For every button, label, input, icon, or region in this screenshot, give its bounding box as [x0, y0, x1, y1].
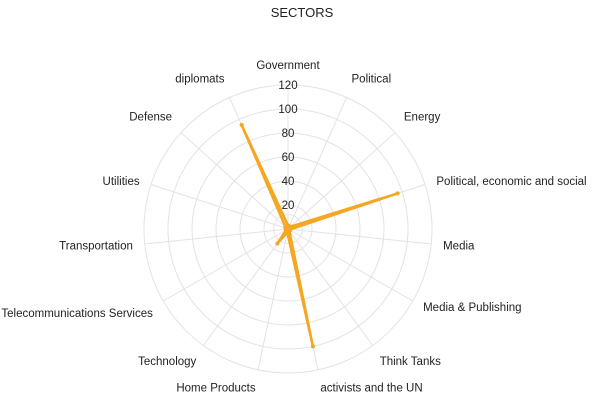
- grid-spoke: [144, 228, 289, 245]
- data-point: [395, 191, 400, 196]
- grid-spoke: [287, 228, 374, 346]
- data-point: [275, 241, 280, 246]
- tick-label: 100: [278, 104, 297, 116]
- tick-label: 40: [282, 176, 295, 188]
- data-point: [310, 344, 315, 349]
- tick-label: 20: [282, 200, 295, 212]
- category-label: Transportation: [59, 240, 133, 252]
- category-label: Political: [352, 74, 392, 86]
- category-label: Media & Publishing: [423, 302, 521, 314]
- category-label: Telecommunications Services: [1, 308, 153, 320]
- grid-spoke: [287, 228, 432, 245]
- grid-spoke: [180, 132, 289, 230]
- category-label: activists and the UN: [320, 383, 422, 395]
- grid-spoke: [287, 228, 413, 302]
- category-label: Home Products: [176, 383, 256, 395]
- chart-title: SECTORS: [270, 5, 334, 20]
- category-label: diplomats: [175, 74, 224, 86]
- grid-spoke: [287, 132, 396, 230]
- category-label: Political, economic and social: [436, 176, 586, 188]
- category-label: Technology: [138, 356, 196, 368]
- tick-label: 120: [278, 80, 297, 92]
- category-label: Energy: [404, 112, 441, 124]
- category-label: Utilities: [103, 176, 140, 188]
- tick-label: 80: [282, 128, 295, 140]
- grid-spoke: [287, 97, 348, 230]
- series-layer: [239, 122, 400, 349]
- category-label: Defense: [129, 112, 172, 124]
- grid-spoke: [150, 184, 289, 230]
- grid-layer: 20 40 60 80 100 120: [143, 80, 433, 374]
- tick-label: 60: [282, 152, 295, 164]
- grid-spoke: [257, 228, 289, 370]
- label-layer: Government Political Energy Political, econ…: [1, 60, 586, 395]
- data-point: [283, 224, 288, 229]
- category-label: Media: [443, 240, 475, 252]
- category-label: Think Tanks: [380, 356, 441, 368]
- data-point: [239, 122, 244, 127]
- category-label: Government: [256, 60, 320, 72]
- grid-spoke: [202, 228, 289, 346]
- grid-spoke: [163, 228, 289, 302]
